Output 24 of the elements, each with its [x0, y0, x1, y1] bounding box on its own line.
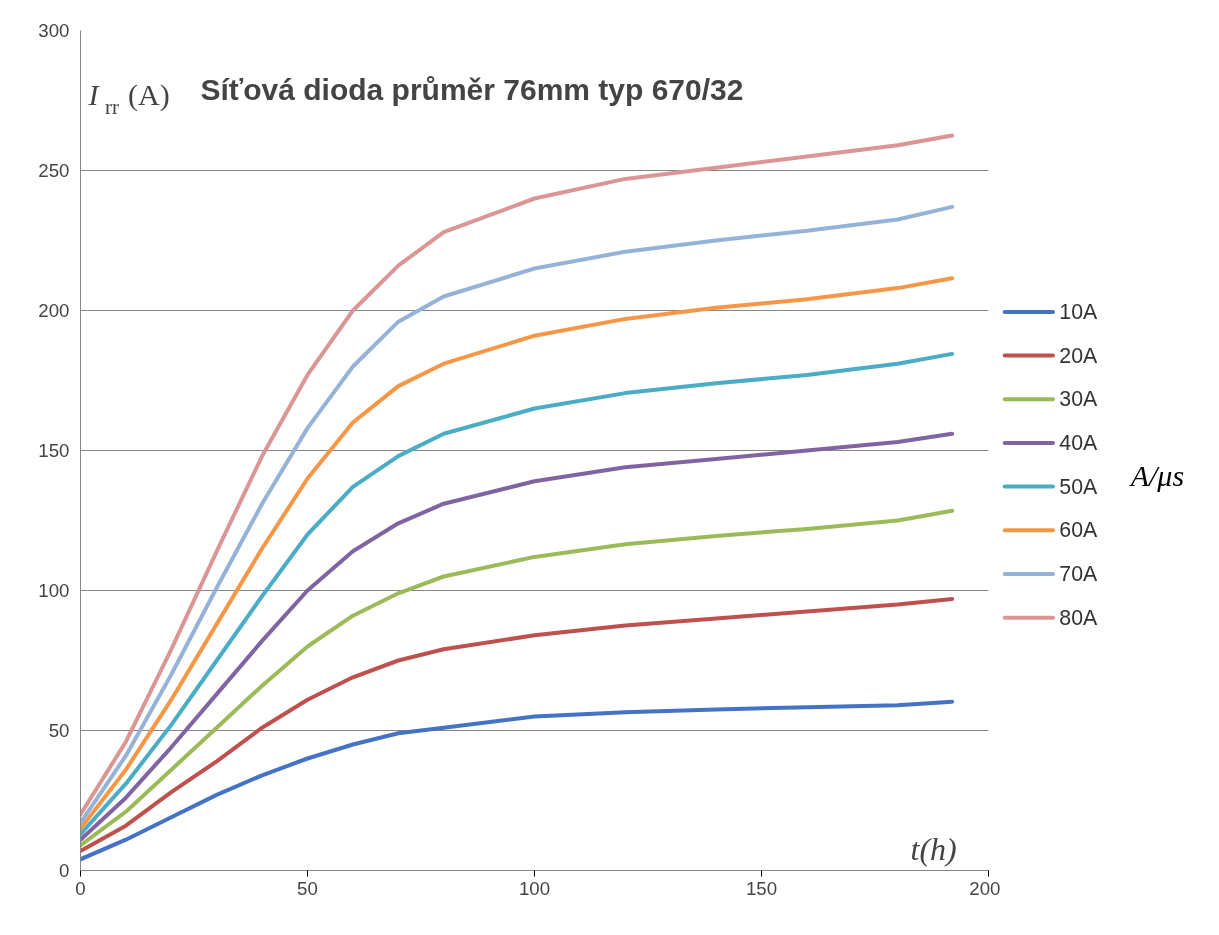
- legend-label: 40A: [1059, 430, 1099, 455]
- legend-label: 80A: [1059, 605, 1099, 630]
- x-tick-label: 50: [297, 877, 318, 899]
- text: Síťová dioda průměr 76mm typ 670/32: [200, 72, 744, 106]
- x-tick-label: 200: [969, 877, 1001, 899]
- legend-label: 20A: [1059, 343, 1099, 368]
- legend-label: 60A: [1059, 518, 1099, 543]
- y-tick-label: 100: [38, 580, 70, 601]
- y-tick-label: 200: [38, 300, 70, 321]
- x-tick-label: 100: [518, 877, 551, 899]
- legend-label: 70A: [1059, 561, 1099, 586]
- legend-label: 10A: [1059, 299, 1099, 324]
- y-tick-label: 300: [38, 20, 70, 41]
- y-tick-label: 150: [38, 440, 70, 461]
- legend-label: 50A: [1059, 474, 1099, 499]
- y-axis-title: Irr(A): [87, 77, 170, 119]
- legend-label: 30A: [1059, 387, 1099, 412]
- y-tick-label: 0: [59, 860, 70, 881]
- y-tick-label: 250: [38, 160, 70, 181]
- text: A/μs: [1128, 459, 1185, 493]
- x-tick-label: 150: [745, 877, 778, 899]
- x-axis-title: t(h): [910, 830, 957, 867]
- y-tick-label: 50: [48, 720, 70, 741]
- x-tick-label: 0: [75, 877, 86, 899]
